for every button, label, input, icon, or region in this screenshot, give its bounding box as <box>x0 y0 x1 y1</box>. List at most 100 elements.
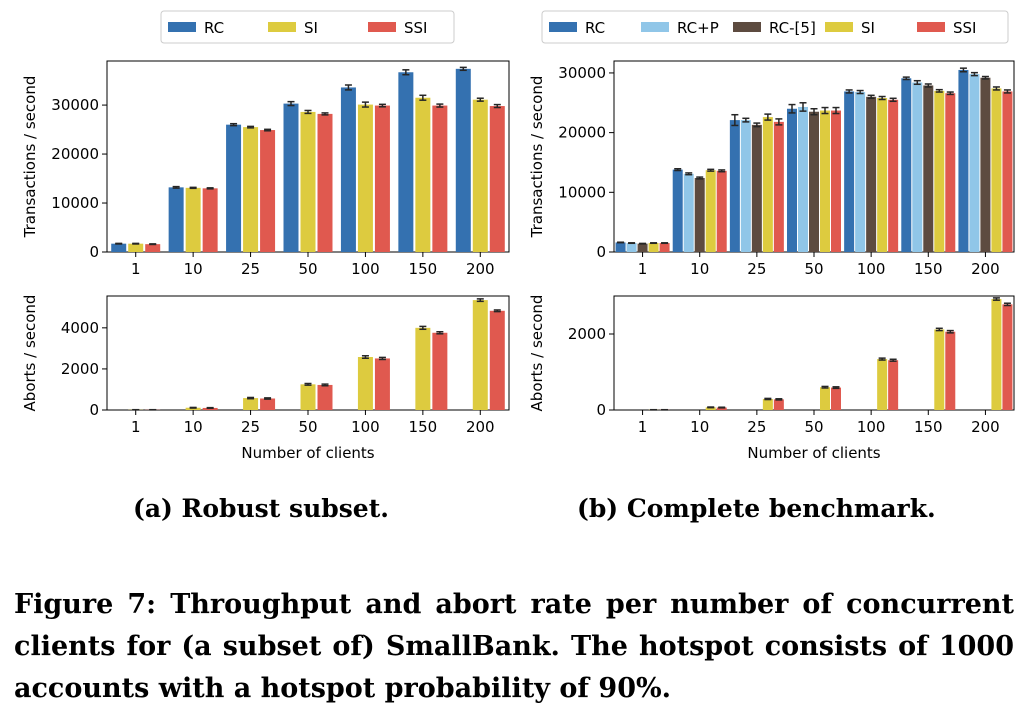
a-throughput-ytick-label: 0 <box>89 243 99 261</box>
b-aborts-xtick-label: 200 <box>971 418 1000 436</box>
b-throughput-bar <box>945 93 956 252</box>
b-throughput-bar <box>809 111 819 252</box>
b-aborts-ytick-label: 2000 <box>568 325 606 343</box>
subfigure-a-caption: (a) Robust subset. <box>133 494 389 523</box>
figure-caption: Figure 7: Throughput and abort rate per … <box>14 589 1014 704</box>
a-throughput-xtick-label: 100 <box>351 260 380 278</box>
b-throughput-legend-box <box>541 10 1009 44</box>
a-throughput-bar <box>455 68 471 252</box>
b-throughput-xtick-label: 50 <box>804 260 823 278</box>
b-throughput-bar <box>762 117 773 252</box>
a-throughput-ytick-label: 10000 <box>51 194 99 212</box>
b-throughput-xtick-label: 200 <box>971 260 1000 278</box>
b-throughput-bar <box>877 98 888 252</box>
b-throughput-xtick-label: 10 <box>690 260 709 278</box>
b-throughput-legend-label: SI <box>861 19 875 37</box>
b-throughput-legend-label: SSI <box>953 19 976 37</box>
a-throughput-bar <box>300 111 316 252</box>
a-throughput-legend-swatch <box>168 22 196 32</box>
b-throughput-bar <box>694 177 705 252</box>
b-throughput-bar <box>912 82 923 252</box>
subfigure-b-caption: (b) Complete benchmark. <box>577 494 936 523</box>
a-throughput-bar <box>283 103 299 252</box>
a-aborts-ytick-label: 4000 <box>61 319 99 337</box>
b-throughput-bar <box>615 242 626 252</box>
b-throughput-bar <box>659 243 670 252</box>
b-throughput-bar <box>648 243 659 252</box>
b-throughput-bar <box>626 243 637 252</box>
b-throughput-legend-swatch <box>641 22 669 32</box>
a-throughput-bar <box>243 127 259 252</box>
a-aborts-xtick-label: 25 <box>241 418 260 436</box>
a-aborts-xtick-label: 100 <box>351 418 380 436</box>
a-throughput-bar <box>374 105 390 252</box>
a-throughput-bar <box>340 87 356 252</box>
b-throughput-legend-swatch <box>917 22 945 32</box>
b-throughput-bar <box>934 90 945 252</box>
a-throughput-xtick-label: 50 <box>298 260 317 278</box>
b-aborts-bar <box>934 329 945 410</box>
b-aborts-xtick-label: 25 <box>747 418 766 436</box>
a-aborts-ylabel: Aborts / second <box>21 295 39 412</box>
b-aborts-xtick-label: 150 <box>914 418 943 436</box>
b-throughput-bar <box>773 121 784 252</box>
b-aborts-bar <box>705 407 716 410</box>
b-throughput-bar <box>740 120 751 252</box>
b-throughput-bar <box>980 77 991 253</box>
b-throughput-bar <box>855 92 866 252</box>
b-throughput-ytick-label: 10000 <box>558 183 606 201</box>
b-aborts-bar <box>716 407 727 410</box>
a-throughput-bar <box>489 106 505 252</box>
a-throughput-legend-label: SI <box>304 19 318 37</box>
b-aborts-bar <box>945 331 956 410</box>
a-aborts-bar <box>489 310 505 410</box>
b-aborts-bar <box>831 387 841 410</box>
a-throughput-bar <box>145 244 161 252</box>
a-throughput-bar <box>226 124 242 252</box>
a-aborts-xtick-label: 50 <box>298 418 317 436</box>
b-throughput-bar <box>866 96 877 252</box>
a-throughput-bar <box>398 72 414 252</box>
b-throughput-xtick-label: 1 <box>638 260 648 278</box>
a-aborts-ytick-label: 0 <box>89 401 99 419</box>
a-aborts-ytick-label: 2000 <box>61 360 99 378</box>
b-throughput-legend-label: RC-[5] <box>769 19 816 37</box>
a-throughput-legend-swatch <box>268 22 296 32</box>
a-aborts-bar <box>432 332 448 410</box>
b-throughput-xtick-label: 25 <box>747 260 766 278</box>
b-throughput-bar <box>798 106 808 252</box>
b-aborts-ytick-label: 0 <box>596 401 606 419</box>
b-throughput-bar <box>751 124 762 252</box>
b-throughput-bar <box>923 85 934 252</box>
b-throughput-legend-swatch <box>733 22 761 32</box>
a-throughput-bar <box>128 243 144 252</box>
a-aborts-bar <box>300 384 316 410</box>
b-throughput-bar <box>683 173 694 252</box>
a-throughput-ylabel: Transactions / second <box>21 76 39 239</box>
b-throughput-ytick-label: 0 <box>596 243 606 261</box>
b-aborts-bar <box>773 399 784 410</box>
b-throughput-ylabel: Transactions / second <box>528 76 546 239</box>
a-throughput-bar <box>185 187 201 252</box>
b-throughput-bar <box>716 170 727 252</box>
b-throughput-bar <box>729 120 740 252</box>
b-throughput-bar <box>637 243 648 252</box>
b-throughput-bar <box>705 170 716 252</box>
b-throughput-bar <box>672 169 683 252</box>
a-throughput-ytick-label: 20000 <box>51 145 99 163</box>
b-throughput-bar <box>991 88 1002 252</box>
b-throughput-bar <box>969 74 980 252</box>
a-aborts-bar <box>415 327 431 410</box>
b-throughput-xtick-label: 100 <box>857 260 886 278</box>
a-throughput-xtick-label: 25 <box>241 260 260 278</box>
a-throughput-bar <box>202 188 218 252</box>
b-throughput-legend-swatch <box>549 22 577 32</box>
b-throughput-bar <box>888 99 899 252</box>
a-throughput-bar <box>317 113 333 253</box>
a-aborts-bar <box>374 358 390 410</box>
a-throughput-xtick-label: 10 <box>184 260 203 278</box>
b-throughput-bar <box>958 69 969 252</box>
a-throughput-bar <box>472 99 488 252</box>
b-throughput-bar <box>820 110 830 253</box>
a-aborts-xtick-label: 200 <box>466 418 495 436</box>
